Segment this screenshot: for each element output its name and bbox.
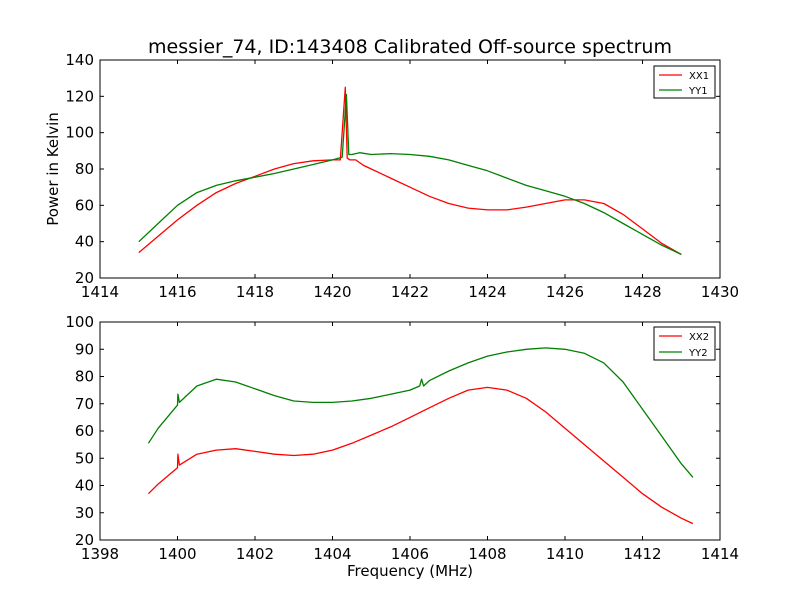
top-x-tick-label: 1428: [623, 283, 661, 301]
bottom-y-tick-label: 80: [75, 368, 94, 386]
bottom-legend: XX2 YY2: [653, 326, 716, 361]
bottom-y-tick-label: 30: [75, 504, 94, 522]
bottom-x-tick-label: 1400: [158, 545, 196, 563]
legend-xx1-label: XX1: [689, 71, 709, 82]
top-y-ticks: 20 40 60 80 100 120 140: [65, 51, 720, 287]
series-line-yy2: [147, 347, 694, 478]
bottom-x-tick-label: 1410: [546, 545, 584, 563]
bottom-y-tick-label: 60: [75, 422, 94, 440]
bottom-x-tick-label: 1406: [391, 545, 429, 563]
top-x-tick-label: 1424: [468, 283, 506, 301]
top-series-lines: [138, 86, 682, 255]
bottom-y-ticks: 20 30 40 50 60 70 80 90 100: [65, 313, 720, 549]
bottom-y-tick-label: 40: [75, 477, 94, 495]
top-legend-box: [653, 65, 716, 99]
top-y-tick-label: 20: [75, 269, 94, 287]
bottom-spectrum-panel: Frequency (MHz) 1398 1400 1402 1404 1406 1408…: [65, 313, 739, 580]
top-x-tick-label: 1414: [81, 283, 119, 301]
bottom-x-tick-label: 1402: [236, 545, 274, 563]
top-y-tick-label: 120: [65, 87, 94, 105]
bottom-y-tick-label: 70: [75, 395, 94, 413]
top-x-tick-label: 1416: [158, 283, 196, 301]
bottom-y-tick-label: 100: [65, 313, 94, 331]
top-y-tick-label: 60: [75, 196, 94, 214]
top-y-tick-label: 40: [75, 233, 94, 251]
top-spectrum-panel: messier_74, ID:143408 Calibrated Off-sou…: [44, 36, 739, 301]
top-chart-title: messier_74, ID:143408 Calibrated Off-sou…: [148, 36, 672, 58]
top-x-tick-label: 1426: [546, 283, 584, 301]
top-x-tick-label: 1422: [391, 283, 429, 301]
legend-xx2-label: XX2: [689, 332, 709, 343]
top-y-tick-label: 80: [75, 160, 94, 178]
top-y-tick-label: 100: [65, 124, 94, 142]
bottom-x-axis-label: Frequency (MHz): [347, 562, 473, 580]
top-plot-frame: [99, 59, 721, 279]
legend-yy1-label: YY1: [688, 86, 708, 97]
top-x-tick-label: 1418: [236, 283, 274, 301]
bottom-x-tick-label: 1398: [81, 545, 119, 563]
bottom-plot-frame: [99, 321, 721, 541]
top-x-tick-label: 1430: [701, 283, 739, 301]
bottom-x-tick-label: 1412: [623, 545, 661, 563]
bottom-y-tick-label: 90: [75, 340, 94, 358]
series-line-xx2: [147, 386, 694, 525]
bottom-x-tick-label: 1414: [701, 545, 739, 563]
top-x-tick-label: 1420: [313, 283, 351, 301]
bottom-x-tick-label: 1408: [468, 545, 506, 563]
bottom-legend-box: [653, 326, 716, 361]
bottom-x-tick-label: 1404: [313, 545, 351, 563]
top-x-ticks: 1414 1416 1418 1420 1422 1424 1426 1428 1430: [81, 60, 739, 301]
top-y-tick-label: 140: [65, 51, 94, 69]
series-line-yy1: [138, 93, 682, 255]
legend-yy2-label: YY2: [688, 348, 708, 359]
bottom-x-ticks: 1398 1400 1402 1404 1406 1408 1410 1412 1414: [81, 322, 739, 563]
top-legend: XX1 YY1: [653, 65, 716, 99]
bottom-y-tick-label: 20: [75, 531, 94, 549]
bottom-series-lines: [147, 347, 694, 525]
bottom-y-tick-label: 50: [75, 449, 94, 467]
top-y-axis-label: Power in Kelvin: [44, 112, 62, 226]
